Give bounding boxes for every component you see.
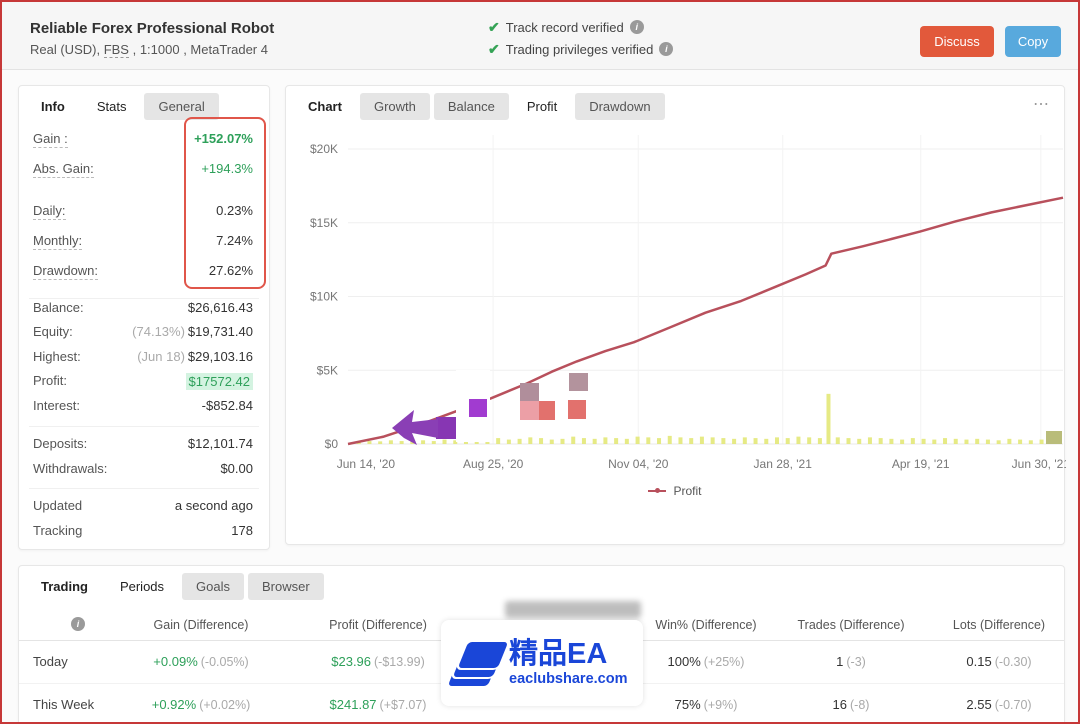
chart-menu-icon[interactable]: ⋯ <box>1033 96 1050 113</box>
legend-label: Profit <box>673 484 702 498</box>
funds-row-deposits: Deposits: $12,101.74 <box>33 436 253 451</box>
periods-tabs: Trading Periods Goals Browser <box>19 566 1064 600</box>
verification-badges: ✔ Track record verified i ✔ Trading priv… <box>488 16 674 60</box>
trading-privileges-badge: ✔ Trading privileges verified i <box>488 38 674 60</box>
tab-drawdown[interactable]: Drawdown <box>575 93 665 120</box>
col-profit[interactable]: Profit (Difference) <box>329 618 427 632</box>
col-trades[interactable]: Trades (Difference) <box>797 618 905 632</box>
tab-trading[interactable]: Trading <box>27 573 102 600</box>
detail-row-highest: Highest: (Jun 18) $29,103.16 <box>33 349 253 364</box>
account-subtitle: Real (USD), FBS , 1:1000 , MetaTrader 4 <box>30 42 268 58</box>
layers-icon <box>447 634 509 692</box>
col-win[interactable]: Win% (Difference) <box>655 618 757 632</box>
svg-text:Apr 19, '21: Apr 19, '21 <box>892 457 950 471</box>
watermark-title: 精品EA <box>509 638 608 670</box>
stat-row-drawdown: Drawdown: 27.62% <box>33 263 253 280</box>
detail-row-interest: Interest: -$852.84 <box>33 398 253 413</box>
profit-chart-svg: $0 $5K $10K $15K $20K Jun 14, '20 Aug 25, '20 N… <box>310 135 1066 471</box>
chart-panel: $0 $5K $10K $15K $20K Jun 14, '20 Aug 25, '20 N… <box>285 85 1066 545</box>
funds-row-withdrawals: Withdrawals: $0.00 <box>33 461 253 476</box>
watermark-card: 精品EA eaclubshare.com <box>441 620 643 706</box>
discuss-button[interactable]: Discuss <box>920 26 994 57</box>
account-header: Reliable Forex Professional Robot Real (… <box>2 2 1078 70</box>
col-lots[interactable]: Lots (Difference) <box>952 618 1046 632</box>
stat-row-daily: Daily: 0.23% <box>33 203 253 220</box>
tab-chart[interactable]: Chart <box>294 93 356 120</box>
tab-growth[interactable]: Growth <box>359 93 430 120</box>
svg-text:Jan 28, '21: Jan 28, '21 <box>754 457 813 471</box>
info-icon[interactable]: i <box>71 617 85 631</box>
legend-swatch <box>648 488 667 493</box>
badge-label: Trading privileges verified <box>505 41 654 57</box>
meta-row-updated: Updated a second ago <box>33 498 253 513</box>
watermark-text: 精品EA eaclubshare.com <box>509 639 627 687</box>
chart-tabs: Chart Growth Balance Profit Drawdown <box>286 86 1064 120</box>
divider <box>29 298 259 299</box>
svg-text:$20K: $20K <box>310 142 338 156</box>
meta-row-tracking: Tracking 178 <box>33 523 253 538</box>
chart-legend[interactable]: Profit <box>286 484 1064 498</box>
tab-profit[interactable]: Profit <box>512 93 572 120</box>
copy-button[interactable]: Copy <box>1005 26 1061 57</box>
tab-general[interactable]: General <box>144 93 219 120</box>
stats-panel-tabs: Info Stats General <box>19 86 269 120</box>
account-title: Reliable Forex Professional Robot <box>30 20 275 37</box>
check-icon: ✔ <box>488 18 500 35</box>
stats-panel: Info Stats General Gain : +152.07% Abs. G… <box>18 85 270 550</box>
svg-text:$5K: $5K <box>317 363 338 377</box>
svg-text:$0: $0 <box>325 437 339 451</box>
stat-row-abs-gain: Abs. Gain: +194.3% <box>33 161 253 178</box>
detail-row-balance: Balance: $26,616.43 <box>33 300 253 315</box>
check-icon: ✔ <box>488 40 500 57</box>
svg-text:Jun 14, '20: Jun 14, '20 <box>337 457 396 471</box>
tab-info[interactable]: Info <box>27 93 79 120</box>
detail-row-equity: Equity: (74.13%) $19,731.40 <box>33 324 253 339</box>
row-label: Today <box>33 654 68 669</box>
tab-balance[interactable]: Balance <box>433 93 509 120</box>
tab-periods[interactable]: Periods <box>105 573 179 600</box>
svg-text:Aug 25, '20: Aug 25, '20 <box>463 457 524 471</box>
watermark-url: eaclubshare.com <box>509 671 628 687</box>
row-label: This Week <box>33 697 95 712</box>
info-icon[interactable]: i <box>629 20 644 34</box>
divider <box>29 488 259 489</box>
tab-stats[interactable]: Stats <box>82 93 141 120</box>
table-header: i Gain (Difference) Profit (Difference) … <box>19 609 1064 641</box>
stat-row-gain: Gain : +152.07% <box>33 131 253 148</box>
censor-smudge <box>505 601 641 618</box>
svg-text:$10K: $10K <box>310 290 338 304</box>
detail-row-profit: Profit: $17572.42 <box>33 373 257 393</box>
track-record-badge: ✔ Track record verified i <box>488 16 673 38</box>
tab-browser[interactable]: Browser <box>248 573 324 600</box>
info-icon[interactable]: i <box>659 42 674 56</box>
table-row: Today +0.09% (-0.05%) $23.96 (-$13.99) 100… <box>33 654 1032 669</box>
svg-text:Nov 04, '20: Nov 04, '20 <box>608 457 669 471</box>
broker-link[interactable]: FBS <box>103 42 129 58</box>
stat-row-monthly: Monthly: 7.24% <box>33 233 253 250</box>
svg-text:$15K: $15K <box>310 216 338 230</box>
col-gain[interactable]: Gain (Difference) <box>153 618 249 632</box>
tab-goals[interactable]: Goals <box>182 573 244 600</box>
divider <box>29 426 259 427</box>
badge-label: Track record verified <box>505 19 624 35</box>
svg-text:Jun 30, '21: Jun 30, '21 <box>1012 457 1066 471</box>
